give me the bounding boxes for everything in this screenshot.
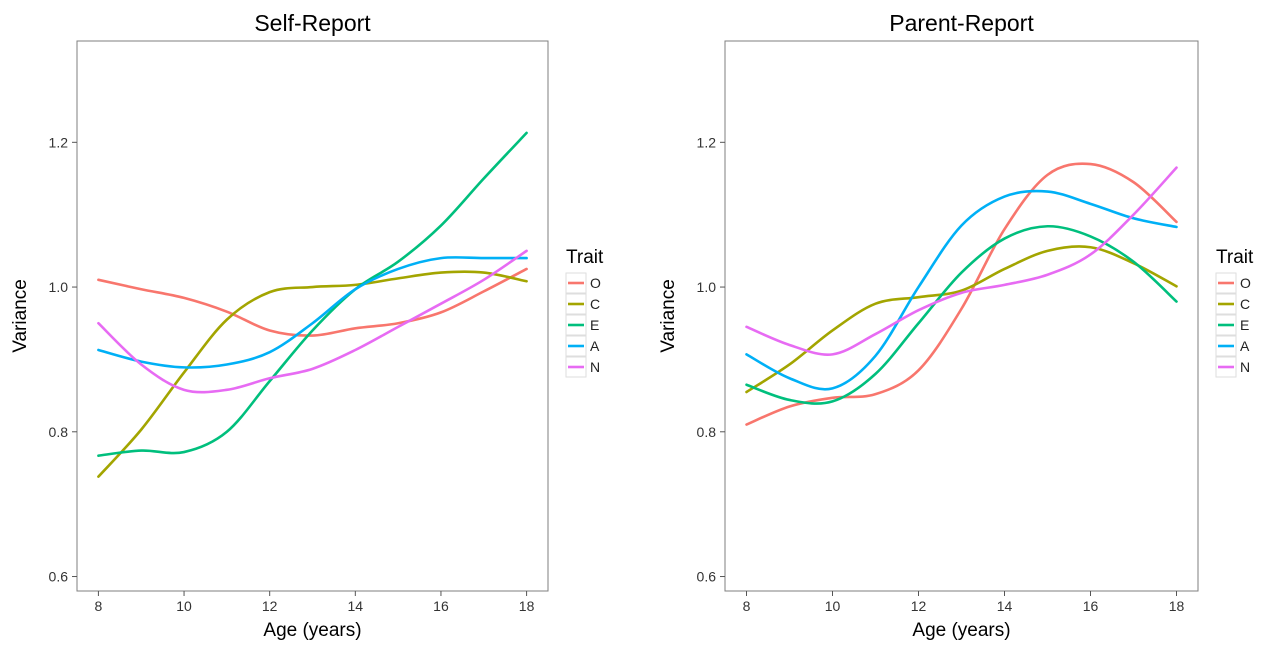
x-tick-label: 16 — [1083, 598, 1099, 614]
x-tick-label: 8 — [743, 598, 751, 614]
legend-label: O — [590, 275, 601, 291]
x-tick-label: 18 — [519, 598, 535, 614]
chart-panel: Self-Report 8 10 12 14 16 18 0.6 0.8 1.0 1.2 Age (y… — [10, 10, 604, 641]
chart-panels: Self-Report 8 10 12 14 16 18 0.6 0.8 1.0 1.2 Age (y… — [10, 10, 1254, 641]
series-line-A — [97, 256, 528, 369]
x-tick-label: 10 — [176, 598, 192, 614]
series-line-A — [745, 189, 1178, 391]
y-axis-title: Variance — [10, 279, 31, 353]
legend-label: A — [1240, 338, 1250, 354]
x-tick-label: 10 — [825, 598, 841, 614]
legend-title: Trait — [1216, 247, 1254, 268]
x-tick-label: 14 — [997, 598, 1013, 614]
y-tick-label: 1.0 — [49, 279, 69, 295]
x-tick-label: 12 — [911, 598, 927, 614]
y-tick-label: 0.6 — [49, 569, 69, 585]
series-lines — [97, 131, 528, 478]
x-axis-title: Age (years) — [263, 620, 361, 641]
legend-label: N — [1240, 359, 1250, 375]
y-tick-label: 0.8 — [697, 424, 717, 440]
y-tick-label: 1.0 — [697, 279, 717, 295]
chart-title: Self-Report — [254, 10, 371, 36]
series-line-N — [97, 249, 528, 394]
y-axis-title: Variance — [658, 279, 679, 353]
x-tick-label: 8 — [95, 598, 103, 614]
series-line-O — [97, 267, 528, 337]
x-tick-label: 16 — [433, 598, 449, 614]
y-tick-label: 0.6 — [697, 569, 717, 585]
series-line-E — [745, 224, 1178, 405]
y-tick-label: 1.2 — [697, 134, 717, 150]
legend-label: N — [590, 359, 600, 375]
legend-label: C — [1240, 296, 1250, 312]
x-axis-title: Age (years) — [912, 620, 1010, 641]
chart-panel: Parent-Report 8 10 12 14 16 18 0.6 0.8 1.0 1.2 Age … — [658, 10, 1254, 641]
legend-label: O — [1240, 275, 1251, 291]
legend-label: C — [590, 296, 600, 312]
legend-label: E — [590, 317, 599, 333]
legend-label: A — [590, 338, 600, 354]
chart-title: Parent-Report — [889, 10, 1034, 36]
x-tick-label: 18 — [1169, 598, 1185, 614]
series-line-E — [97, 131, 528, 457]
legend-label: E — [1240, 317, 1249, 333]
series-line-O — [745, 162, 1178, 426]
x-tick-label: 14 — [348, 598, 364, 614]
series-line-N — [745, 166, 1178, 356]
series-line-C — [97, 270, 528, 478]
y-tick-label: 1.2 — [49, 134, 69, 150]
series-lines — [745, 162, 1178, 426]
plot-area — [724, 40, 1199, 592]
x-tick-label: 12 — [262, 598, 278, 614]
plot-area — [76, 40, 549, 592]
y-tick-label: 0.8 — [49, 424, 69, 440]
legend-title: Trait — [566, 247, 604, 268]
series-line-C — [745, 245, 1178, 394]
